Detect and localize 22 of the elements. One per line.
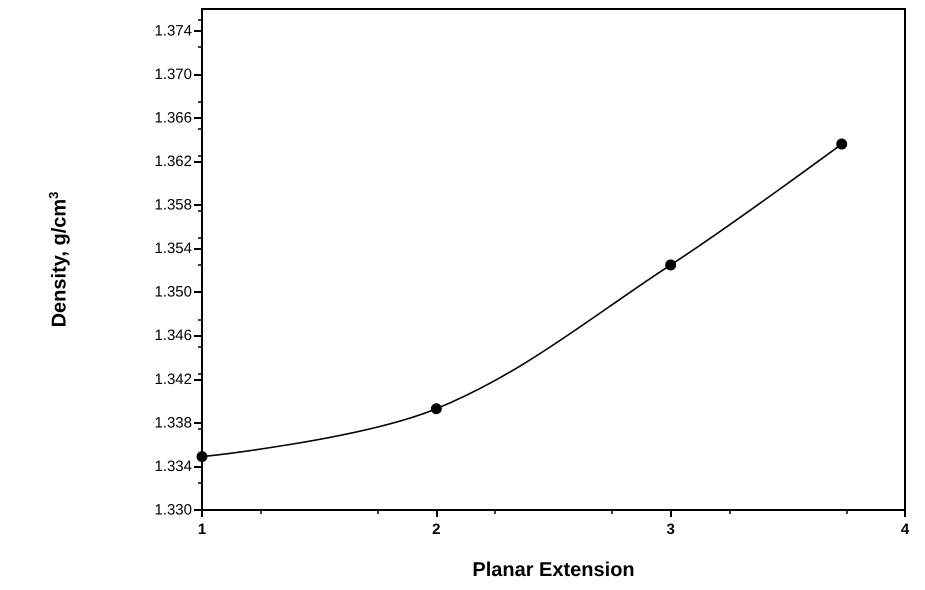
- y-tick-label: 1.354: [154, 240, 192, 258]
- y-tick-label: 1.350: [154, 284, 192, 301]
- x-tick-label: 3: [666, 521, 675, 538]
- x-tick-label: 1: [198, 521, 206, 538]
- y-tick-label: 1.362: [154, 152, 192, 170]
- y-tick-label: 1.338: [154, 414, 192, 432]
- y-tick-label: 1.330: [154, 502, 192, 518]
- y-axis-title: Density, g/cm3: [46, 192, 70, 328]
- x-tick-label: 4: [900, 521, 910, 538]
- y-tick-label: 1.366: [154, 109, 192, 126]
- point: [836, 138, 848, 150]
- y-tick-label: 1.370: [154, 66, 192, 83]
- y-tick-label: 1.334: [154, 458, 192, 475]
- point: [665, 259, 676, 270]
- y-tick-label: 1.374: [154, 22, 192, 40]
- x-axis-title: Planar Extension: [472, 559, 635, 581]
- point: [430, 403, 442, 414]
- y-tick-label: 1.342: [154, 370, 192, 388]
- x-tick-label: 2: [432, 521, 441, 538]
- y-tick-label: 1.346: [154, 327, 192, 344]
- y-tick-label: 1.358: [154, 196, 192, 214]
- point: [196, 451, 208, 462]
